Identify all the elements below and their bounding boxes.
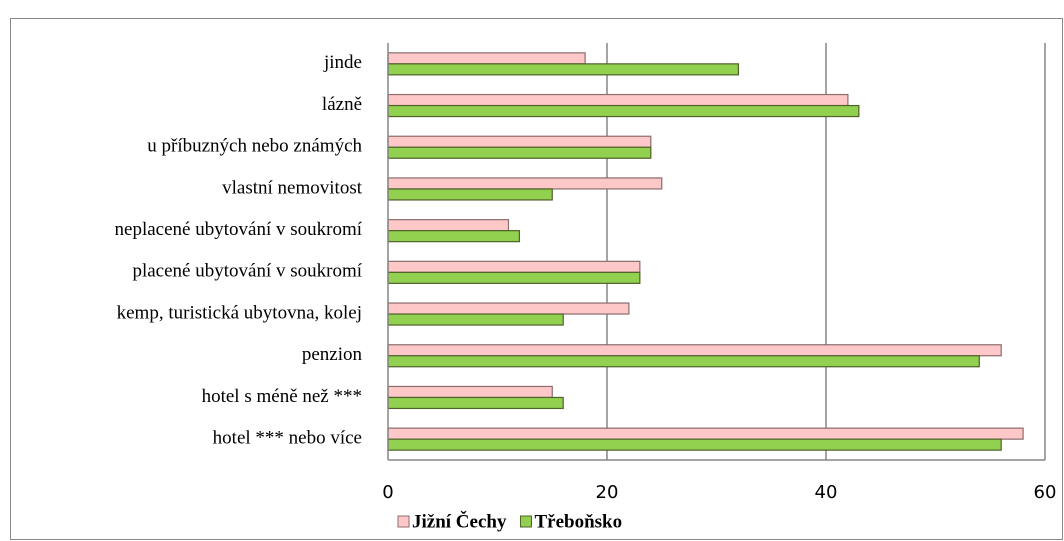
y-tick-label: penzion: [302, 344, 363, 365]
bar: [387, 146, 652, 159]
x-tick-label: 0: [382, 482, 393, 503]
legend-label: Třeboňsko: [534, 511, 622, 532]
bar: [387, 52, 586, 65]
x-tick-label: 60: [1034, 482, 1057, 503]
y-tick-label: u příbuzných nebo známých: [147, 136, 362, 157]
bar: [387, 93, 849, 107]
bar: [387, 63, 739, 76]
bar: [387, 104, 860, 118]
bar: [387, 385, 553, 399]
y-tick-label: jinde: [323, 52, 362, 73]
y-tick-label: lázně: [322, 94, 362, 115]
bar: [387, 438, 1002, 451]
bar: [387, 313, 564, 326]
bar: [387, 230, 520, 243]
y-tick-label: placené ubytování v soukromí: [132, 261, 362, 282]
bar: [387, 344, 1002, 357]
y-tick-label: neplacené ubytování v soukromí: [115, 219, 363, 240]
legend-swatch: [519, 515, 532, 528]
bar: [387, 177, 663, 190]
y-tick-label: vlastní nemovitost: [222, 177, 363, 198]
bar: [387, 219, 510, 232]
x-tick-label: 20: [596, 482, 619, 503]
legend-swatch: [397, 515, 410, 528]
x-tick-label: 40: [815, 482, 838, 503]
legend-label: Jižní Čechy: [412, 510, 507, 532]
bar: [387, 302, 630, 315]
bar: [387, 427, 1024, 440]
bar: [387, 271, 641, 284]
bar: [387, 396, 564, 410]
y-tick-label: kemp, turistická ubytovna, kolej: [117, 302, 362, 323]
y-tick-label: hotel s méně než ***: [202, 386, 362, 407]
bar: [387, 260, 641, 273]
bar: [387, 355, 980, 368]
bar: [387, 188, 553, 201]
y-tick-label: hotel *** nebo více: [213, 428, 362, 449]
bar: [387, 135, 652, 148]
